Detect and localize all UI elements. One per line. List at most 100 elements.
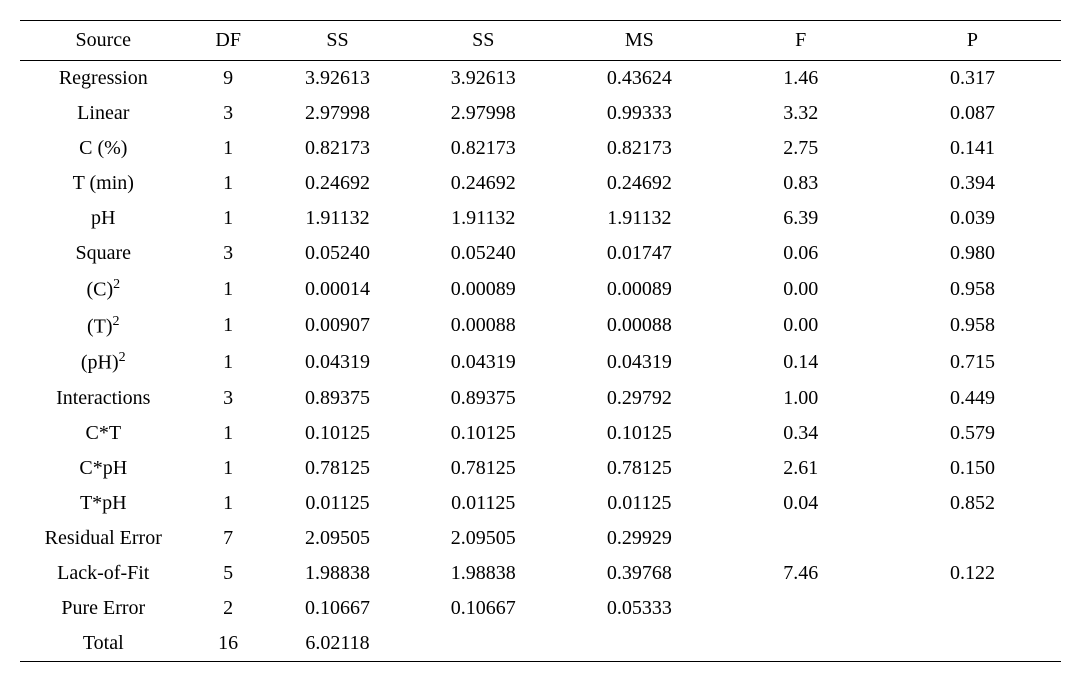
cell-df: 1: [187, 131, 270, 166]
cell-source: Total: [20, 626, 187, 662]
header-f: F: [717, 21, 884, 61]
cell-ss2: 2.09505: [405, 521, 561, 556]
cell-source: Square: [20, 236, 187, 271]
header-ss1: SS: [270, 21, 405, 61]
cell-df: 1: [187, 166, 270, 201]
cell-df: 9: [187, 61, 270, 97]
cell-p: [884, 626, 1061, 662]
cell-f: 2.75: [717, 131, 884, 166]
cell-source: Lack-of-Fit: [20, 556, 187, 591]
cell-ms: 0.05333: [561, 591, 717, 626]
cell-ms: [561, 626, 717, 662]
cell-p: 0.394: [884, 166, 1061, 201]
cell-ss2: 0.10667: [405, 591, 561, 626]
header-p: P: [884, 21, 1061, 61]
cell-df: 5: [187, 556, 270, 591]
table-row: Residual Error72.095052.095050.29929: [20, 521, 1061, 556]
cell-df: 1: [187, 451, 270, 486]
cell-ms: 0.43624: [561, 61, 717, 97]
cell-f: 0.00: [717, 308, 884, 345]
cell-p: 0.958: [884, 308, 1061, 345]
table-row: (pH)210.043190.043190.043190.140.715: [20, 344, 1061, 381]
cell-p: 0.715: [884, 344, 1061, 381]
cell-source: pH: [20, 201, 187, 236]
cell-f: 6.39: [717, 201, 884, 236]
table-row: (C)210.000140.000890.000890.000.958: [20, 271, 1061, 308]
table-row: Regression93.926133.926130.436241.460.31…: [20, 61, 1061, 97]
cell-f: 2.61: [717, 451, 884, 486]
cell-ms: 0.04319: [561, 344, 717, 381]
cell-p: 0.122: [884, 556, 1061, 591]
cell-df: 1: [187, 201, 270, 236]
cell-ss2: 0.04319: [405, 344, 561, 381]
cell-ms: 0.10125: [561, 416, 717, 451]
cell-p: 0.958: [884, 271, 1061, 308]
cell-f: [717, 626, 884, 662]
cell-ms: 0.00088: [561, 308, 717, 345]
cell-df: 7: [187, 521, 270, 556]
cell-f: 7.46: [717, 556, 884, 591]
cell-ms: 0.01747: [561, 236, 717, 271]
cell-f: [717, 591, 884, 626]
header-source: Source: [20, 21, 187, 61]
header-ms: MS: [561, 21, 717, 61]
cell-source: (C)2: [20, 271, 187, 308]
cell-source: (pH)2: [20, 344, 187, 381]
cell-f: 0.04: [717, 486, 884, 521]
cell-p: 0.449: [884, 381, 1061, 416]
cell-ms: 0.24692: [561, 166, 717, 201]
cell-p: 0.087: [884, 96, 1061, 131]
cell-df: 3: [187, 236, 270, 271]
cell-ss1: 0.00014: [270, 271, 405, 308]
cell-ss1: 6.02118: [270, 626, 405, 662]
cell-f: 0.06: [717, 236, 884, 271]
cell-ss2: 0.82173: [405, 131, 561, 166]
cell-ms: 0.00089: [561, 271, 717, 308]
cell-source: T (min): [20, 166, 187, 201]
table-row: T (min)10.246920.246920.246920.830.394: [20, 166, 1061, 201]
cell-source: C*T: [20, 416, 187, 451]
cell-ss2: 0.89375: [405, 381, 561, 416]
cell-p: 0.141: [884, 131, 1061, 166]
cell-ss2: 0.00088: [405, 308, 561, 345]
cell-f: 0.34: [717, 416, 884, 451]
header-ss2: SS: [405, 21, 561, 61]
cell-f: 1.46: [717, 61, 884, 97]
cell-source: C*pH: [20, 451, 187, 486]
cell-ss2: [405, 626, 561, 662]
cell-ss2: 2.97998: [405, 96, 561, 131]
table-body: Regression93.926133.926130.436241.460.31…: [20, 61, 1061, 662]
cell-ss1: 0.24692: [270, 166, 405, 201]
cell-source: C (%): [20, 131, 187, 166]
cell-p: 0.579: [884, 416, 1061, 451]
cell-source: Interactions: [20, 381, 187, 416]
cell-df: 1: [187, 344, 270, 381]
cell-ms: 0.78125: [561, 451, 717, 486]
cell-ms: 0.01125: [561, 486, 717, 521]
cell-source: T*pH: [20, 486, 187, 521]
cell-df: 1: [187, 308, 270, 345]
cell-ss2: 1.91132: [405, 201, 561, 236]
table-row: Total166.02118: [20, 626, 1061, 662]
cell-ss1: 3.92613: [270, 61, 405, 97]
cell-ss1: 0.00907: [270, 308, 405, 345]
cell-p: 0.852: [884, 486, 1061, 521]
cell-ss1: 0.82173: [270, 131, 405, 166]
cell-f: 1.00: [717, 381, 884, 416]
header-row: Source DF SS SS MS F P: [20, 21, 1061, 61]
table-row: C (%)10.821730.821730.821732.750.141: [20, 131, 1061, 166]
cell-p: [884, 591, 1061, 626]
cell-ss2: 0.05240: [405, 236, 561, 271]
cell-source: Regression: [20, 61, 187, 97]
cell-ms: 1.91132: [561, 201, 717, 236]
table-row: C*T10.101250.101250.101250.340.579: [20, 416, 1061, 451]
cell-ms: 0.39768: [561, 556, 717, 591]
cell-ss1: 2.97998: [270, 96, 405, 131]
cell-f: 0.83: [717, 166, 884, 201]
cell-df: 3: [187, 96, 270, 131]
cell-ss1: 2.09505: [270, 521, 405, 556]
cell-source: Residual Error: [20, 521, 187, 556]
table-row: Pure Error20.106670.106670.05333: [20, 591, 1061, 626]
cell-p: 0.039: [884, 201, 1061, 236]
cell-ms: 0.29929: [561, 521, 717, 556]
